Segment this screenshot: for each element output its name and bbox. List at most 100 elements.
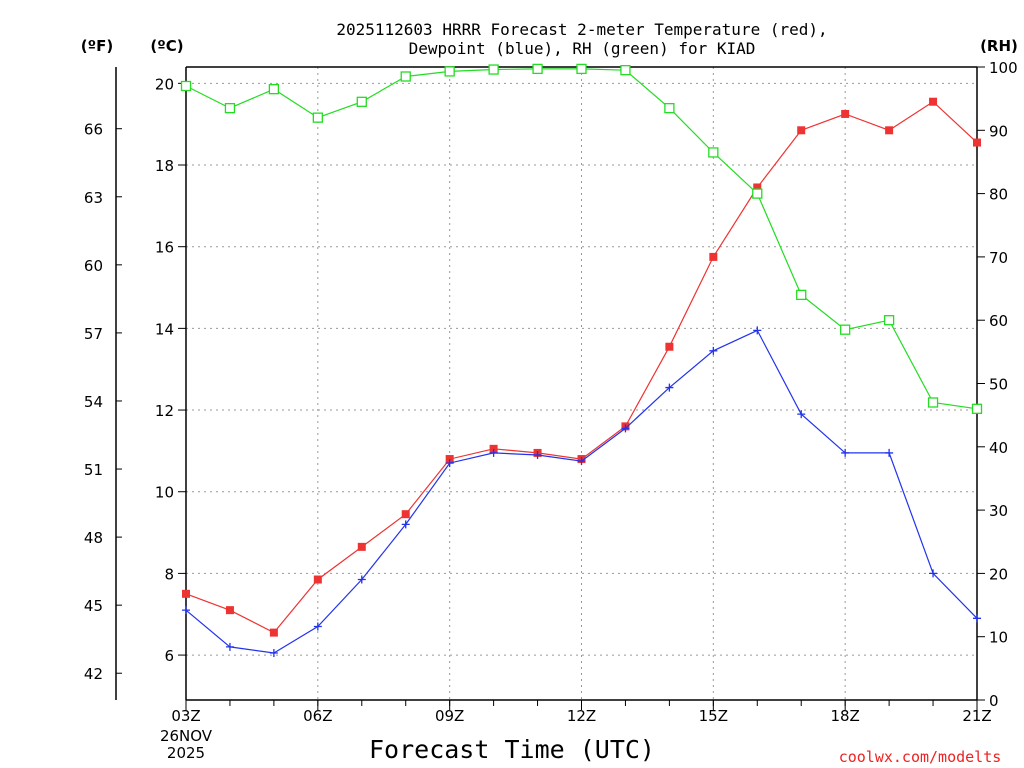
rh-point: [971, 403, 983, 414]
celsius-tick-label: 10: [155, 484, 174, 502]
dewpoint-point: [269, 649, 278, 658]
x-tick-label: 09Z: [435, 707, 464, 725]
rh-point: [268, 84, 280, 95]
fahrenheit-tick-label: 63: [84, 189, 103, 207]
celsius-tick-label: 12: [155, 402, 174, 420]
rh-tick-label: 40: [989, 439, 1008, 457]
dewpoint-point: [709, 346, 718, 355]
rh-point: [620, 65, 631, 76]
dewpoint-point: [445, 459, 454, 468]
temperature-point: [225, 606, 234, 615]
temperature-point: [357, 542, 366, 551]
celsius-tick-label: 20: [155, 75, 174, 93]
dewpoint-point: [665, 383, 674, 392]
x-tick-label: 21Z: [962, 707, 991, 725]
dewpoint-point: [973, 614, 981, 623]
temperature-point: [841, 109, 850, 118]
chart-title-line-1: 2025112603 HRRR Forecast 2-meter Tempera…: [336, 20, 827, 39]
temperature-point: [753, 183, 762, 192]
fahrenheit-tick-label: 48: [84, 529, 103, 547]
rh-tick-label: 20: [989, 565, 1008, 583]
rh-unit-label: (RH): [980, 37, 1018, 55]
rh-tick-label: 0: [989, 692, 999, 710]
rh-point: [927, 397, 939, 408]
rh-tick-label: 100: [989, 59, 1018, 77]
celsius-tick-label: 6: [164, 647, 174, 665]
x-axis-label: Forecast Time (UTC): [369, 735, 655, 764]
temperature-point: [797, 126, 806, 135]
tick-labels: 03Z 06Z 09Z 12Z 15Z 18Z 21Z 6 8 10 12 14 16 18 20 42 45 4…: [84, 59, 1018, 725]
fahrenheit-unit-label: (ºF): [81, 37, 113, 55]
rh-point: [444, 66, 455, 77]
dewpoint-point: [753, 326, 762, 335]
dewpoint-point: [182, 606, 190, 615]
rh-point: [532, 63, 543, 75]
credit-text: coolwx.com/modelts: [839, 748, 1002, 766]
fahrenheit-tick-label: 54: [84, 393, 103, 411]
rh-point: [796, 289, 807, 301]
rh-point: [840, 324, 851, 335]
rh-tick-label: 30: [989, 502, 1008, 520]
date-label-year: 2025: [167, 744, 205, 762]
rh-point: [752, 188, 763, 199]
date-label-day: 26NOV: [160, 727, 213, 745]
rh-point: [576, 63, 587, 75]
dewpoint-point: [225, 642, 234, 651]
dewpoint-point: [929, 569, 938, 578]
x-tick-label: 18Z: [830, 707, 859, 725]
rh-tick-label: 50: [989, 376, 1008, 394]
axes: [115, 66, 985, 710]
rh-tick-label: 60: [989, 312, 1008, 330]
temperature-point: [182, 589, 190, 598]
celsius-tick-label: 8: [164, 565, 174, 583]
dewpoint-point: [621, 424, 630, 433]
rh-tick-label: 10: [989, 629, 1008, 647]
rh-line: [185, 68, 978, 410]
dewpoint-point: [489, 448, 498, 457]
rh-point: [664, 102, 675, 114]
rh-point: [312, 112, 323, 123]
temperature-point: [489, 444, 498, 453]
chart-title-line-2: Dewpoint (blue), RH (green) for KIAD: [409, 39, 756, 58]
temperature-point: [929, 97, 938, 106]
celsius-tick-label: 16: [155, 239, 174, 257]
rh-point: [708, 147, 719, 158]
temperature-point: [973, 138, 981, 147]
rh-point: [883, 315, 895, 326]
temperature-point: [269, 628, 278, 637]
dewpoint-point: [797, 410, 806, 419]
fahrenheit-tick-label: 57: [84, 325, 103, 343]
rh-point: [400, 71, 411, 82]
temperature-point: [885, 126, 894, 135]
celsius-tick-label: 18: [155, 157, 174, 175]
gridlines: [186, 67, 977, 700]
data-series: [180, 63, 983, 658]
rh-point: [224, 102, 236, 114]
temperature-point: [709, 252, 718, 261]
fahrenheit-tick-label: 60: [84, 257, 103, 275]
x-tick-label: 12Z: [567, 707, 596, 725]
celsius-tick-label: 14: [155, 320, 174, 338]
dewpoint-point: [885, 448, 894, 457]
rh-point: [488, 64, 499, 75]
x-tick-label: 06Z: [303, 707, 332, 725]
temperature-point: [401, 510, 410, 519]
rh-point: [180, 80, 192, 92]
temperature-point: [313, 575, 322, 584]
fahrenheit-tick-label: 45: [84, 597, 103, 615]
x-tick-label: 15Z: [699, 707, 728, 725]
temperature-point: [445, 455, 454, 464]
celsius-unit-label: (ºC): [150, 37, 183, 55]
temperature-point: [665, 342, 674, 351]
rh-point: [356, 96, 367, 107]
fahrenheit-tick-label: 42: [84, 665, 103, 683]
dewpoint-point: [533, 450, 542, 459]
dewpoint-point: [841, 448, 850, 457]
dewpoint-point: [313, 622, 322, 631]
dewpoint-point: [357, 575, 366, 584]
rh-tick-label: 90: [989, 122, 1008, 140]
x-tick-label: 03Z: [171, 707, 200, 725]
rh-tick-label: 80: [989, 186, 1008, 204]
rh-tick-label: 70: [989, 249, 1008, 267]
